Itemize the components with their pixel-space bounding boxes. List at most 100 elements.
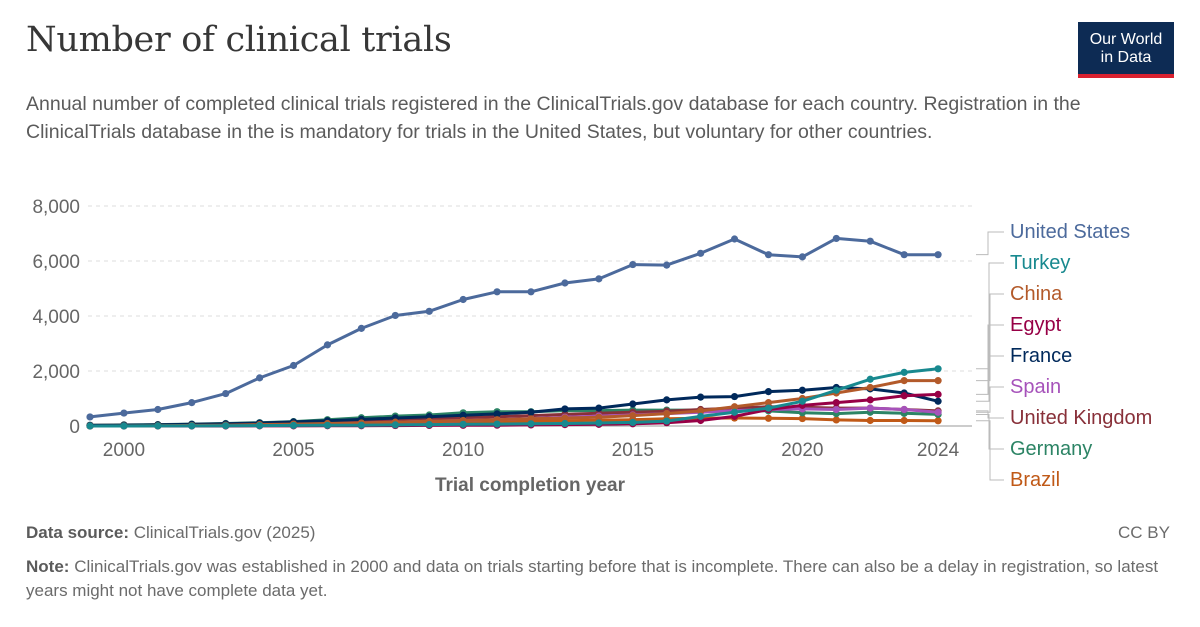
legend-label-united-kingdom[interactable]: United Kingdom — [1010, 407, 1152, 429]
data-point[interactable] — [561, 279, 569, 287]
legend-label-germany[interactable]: Germany — [1010, 438, 1092, 460]
data-point[interactable] — [323, 421, 332, 429]
data-point[interactable] — [323, 341, 332, 349]
data-point[interactable] — [629, 260, 637, 269]
data-point[interactable] — [934, 417, 942, 425]
legend-label-egypt[interactable]: Egypt — [1010, 314, 1062, 336]
data-point[interactable] — [866, 375, 874, 383]
data-point[interactable] — [697, 407, 705, 415]
series-line-turkey[interactable] — [90, 367, 939, 428]
data-point[interactable] — [595, 413, 603, 421]
data-point[interactable] — [629, 411, 637, 420]
owid-logo[interactable]: Our World in Data — [1078, 22, 1174, 78]
data-point[interactable] — [256, 421, 264, 430]
data-point[interactable] — [595, 419, 603, 427]
data-point[interactable] — [595, 275, 603, 283]
data-point[interactable] — [120, 409, 128, 417]
data-point[interactable] — [289, 361, 298, 370]
data-point[interactable] — [764, 399, 773, 407]
data-point[interactable] — [764, 388, 773, 396]
data-point[interactable] — [527, 415, 535, 423]
data-point[interactable] — [730, 392, 739, 401]
data-point[interactable] — [764, 404, 773, 412]
data-point[interactable] — [730, 408, 739, 416]
data-point[interactable] — [900, 368, 908, 376]
data-point[interactable] — [866, 383, 874, 392]
data-point[interactable] — [798, 253, 806, 261]
data-point[interactable] — [357, 421, 365, 429]
data-source-link[interactable]: ClinicalTrials.gov (2025) — [133, 523, 316, 542]
data-point[interactable] — [798, 414, 806, 423]
legend-label-brazil[interactable]: Brazil — [1010, 469, 1060, 491]
data-point[interactable] — [663, 417, 671, 425]
legend-label-china[interactable]: China — [1010, 283, 1063, 305]
data-point[interactable] — [900, 405, 908, 414]
data-point[interactable] — [866, 396, 874, 404]
data-point[interactable] — [900, 416, 908, 425]
data-point[interactable] — [561, 414, 569, 422]
data-point[interactable] — [934, 377, 942, 385]
data-point[interactable] — [697, 393, 705, 401]
data-point[interactable] — [866, 416, 874, 425]
license-link[interactable]: CC BY — [1118, 523, 1170, 542]
data-point[interactable] — [86, 413, 94, 421]
data-point[interactable] — [357, 324, 365, 332]
data-point[interactable] — [832, 399, 840, 407]
data-point[interactable] — [459, 295, 467, 304]
data-point[interactable] — [663, 396, 671, 404]
data-point[interactable] — [629, 400, 637, 408]
data-point[interactable] — [798, 386, 806, 394]
data-point[interactable] — [561, 405, 569, 413]
data-point[interactable] — [697, 412, 705, 420]
legend-label-france[interactable]: France — [1010, 345, 1072, 367]
data-point[interactable] — [425, 421, 433, 429]
data-point[interactable] — [120, 422, 128, 430]
data-point[interactable] — [900, 251, 908, 259]
legend-label-spain[interactable]: Spain — [1010, 376, 1061, 398]
data-point[interactable] — [595, 404, 603, 412]
data-point[interactable] — [188, 399, 196, 407]
data-point[interactable] — [866, 404, 874, 412]
data-point[interactable] — [527, 288, 535, 296]
data-point[interactable] — [764, 414, 773, 422]
data-point[interactable] — [832, 416, 840, 424]
data-point[interactable] — [493, 420, 501, 428]
data-point[interactable] — [934, 397, 942, 405]
data-point[interactable] — [934, 408, 942, 416]
data-point[interactable] — [934, 365, 942, 373]
data-point[interactable] — [832, 386, 840, 394]
data-point[interactable] — [832, 405, 840, 414]
data-point[interactable] — [154, 405, 162, 414]
data-point[interactable] — [391, 421, 399, 429]
data-point[interactable] — [527, 408, 535, 416]
data-point[interactable] — [493, 288, 501, 296]
data-point[interactable] — [663, 410, 671, 418]
data-point[interactable] — [934, 251, 942, 259]
data-point[interactable] — [86, 422, 94, 430]
data-point[interactable] — [256, 374, 264, 382]
data-point[interactable] — [900, 377, 908, 385]
data-point[interactable] — [900, 392, 908, 400]
series-line-united-states[interactable] — [89, 236, 939, 419]
legend-label-united-states[interactable]: United States — [1010, 221, 1130, 243]
data-point[interactable] — [493, 410, 501, 418]
data-point[interactable] — [730, 235, 739, 243]
data-point[interactable] — [391, 311, 399, 320]
data-point[interactable] — [934, 390, 942, 398]
data-point[interactable] — [222, 422, 230, 430]
data-point[interactable] — [663, 261, 671, 269]
data-point[interactable] — [222, 389, 230, 398]
data-point[interactable] — [832, 234, 840, 243]
data-point[interactable] — [866, 237, 874, 245]
data-point[interactable] — [561, 419, 569, 428]
data-point[interactable] — [459, 411, 467, 419]
data-point[interactable] — [697, 249, 705, 257]
legend-label-turkey[interactable]: Turkey — [1010, 252, 1070, 274]
data-point[interactable] — [425, 307, 433, 315]
data-point[interactable] — [764, 251, 773, 259]
data-point[interactable] — [798, 397, 806, 405]
data-point[interactable] — [527, 420, 535, 428]
data-point[interactable] — [459, 420, 467, 428]
data-point[interactable] — [730, 403, 739, 411]
data-point[interactable] — [188, 422, 196, 430]
